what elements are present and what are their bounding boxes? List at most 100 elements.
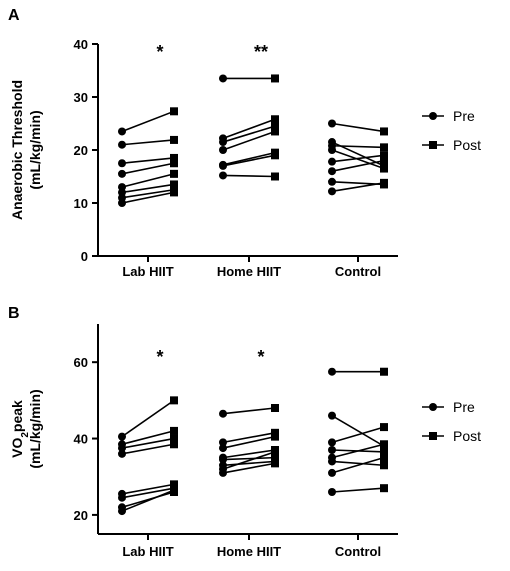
pre-point [328, 167, 336, 176]
pair-line [222, 118, 276, 140]
pre-point [219, 146, 227, 154]
panel-letter: B [8, 305, 20, 322]
post-point [170, 486, 178, 495]
pre-point [328, 446, 336, 454]
post-point [271, 432, 279, 441]
pair-line [222, 449, 276, 459]
pre-point [328, 411, 336, 420]
pair-line [222, 435, 276, 449]
y-tick-label: 20 [74, 508, 88, 523]
pair-line [331, 443, 385, 459]
panel-b: B 20 40 60 Lab HIIT Home HIIT Control VO2peak (m… [8, 305, 481, 559]
pair-line [222, 451, 276, 470]
legend-label: Pre [453, 108, 475, 124]
pre-point [118, 159, 126, 168]
post-point [170, 426, 178, 435]
pair-line [121, 399, 175, 438]
pair-line [121, 487, 175, 499]
pair-line [121, 173, 175, 188]
legend-square-marker [429, 432, 437, 440]
legend-label: Pre [453, 399, 475, 415]
pre-point [219, 444, 227, 453]
post-point [271, 404, 279, 412]
pre-point [219, 138, 227, 147]
y-axis-title: VO2peak [9, 400, 31, 458]
pair-line [331, 414, 385, 447]
post-point [170, 188, 178, 197]
pre-point [328, 119, 336, 128]
pair-line [222, 154, 276, 167]
post-point [170, 169, 178, 178]
legend-label: Post [453, 137, 481, 153]
pre-point [328, 457, 336, 466]
post-point [170, 159, 178, 168]
post-point [271, 127, 279, 136]
y-tick-label: 0 [81, 249, 88, 264]
pre-point [328, 157, 336, 166]
post-point [271, 447, 279, 456]
pair-line [121, 191, 175, 204]
x-category-label: Lab HIIT [122, 264, 173, 279]
x-category-label: Control [335, 264, 381, 279]
post-point [170, 396, 178, 405]
pair-line [222, 174, 276, 178]
pair-line [222, 462, 276, 474]
pre-point [328, 438, 336, 447]
post-point [380, 423, 388, 432]
post-point [380, 164, 388, 173]
pair-line [331, 122, 385, 133]
panel-letter: A [8, 7, 20, 24]
y-axis-title-subscript: 2 [20, 432, 31, 438]
pre-point [118, 449, 126, 458]
significance-marker: * [156, 347, 163, 367]
pair-line [121, 162, 175, 175]
post-point [380, 440, 388, 449]
pre-point [328, 488, 336, 496]
pre-point [328, 367, 336, 376]
pair-line [121, 139, 175, 146]
pre-point [219, 438, 227, 447]
y-tick-label: 40 [74, 432, 88, 447]
pair-line [121, 489, 175, 512]
pre-point [219, 468, 227, 477]
pair-line [331, 487, 385, 493]
post-point [170, 180, 178, 189]
pair-line [121, 443, 175, 455]
legend-circle-marker [429, 112, 437, 120]
post-point [170, 434, 178, 443]
pair-line [222, 151, 276, 166]
pre-point [118, 444, 126, 453]
pair-line [121, 110, 175, 133]
post-point [271, 459, 279, 468]
x-category-label: Home HIIT [217, 264, 281, 279]
panel-a: A 0 10 20 30 40 Lab HIIT Home HIIT Control Anaero… [8, 7, 481, 279]
pre-point [118, 493, 126, 502]
post-point [271, 115, 279, 124]
post-point [170, 107, 178, 116]
pre-point [219, 171, 227, 180]
pair-line [222, 125, 276, 143]
pre-point [219, 74, 227, 83]
pair-line [121, 183, 175, 194]
x-category-label: Control [335, 544, 381, 559]
post-point [271, 151, 279, 160]
pair-line [222, 407, 276, 415]
post-point [380, 447, 388, 456]
pair-line [222, 456, 276, 461]
pre-point [328, 146, 336, 154]
post-point [380, 453, 388, 462]
pair-line [121, 491, 175, 509]
y-tick-label: 10 [74, 196, 88, 211]
y-axis-title-units: (mL/kg/min) [27, 389, 43, 468]
post-point [380, 143, 388, 152]
post-point [380, 484, 388, 493]
pre-point [118, 169, 126, 178]
pre-point [219, 455, 227, 464]
pair-line [222, 460, 276, 467]
y-tick-label: 60 [74, 355, 88, 370]
y-axis-title: Anaerobic Threshold [9, 80, 25, 220]
y-tick-label: 20 [74, 143, 88, 158]
pair-line [331, 182, 385, 193]
